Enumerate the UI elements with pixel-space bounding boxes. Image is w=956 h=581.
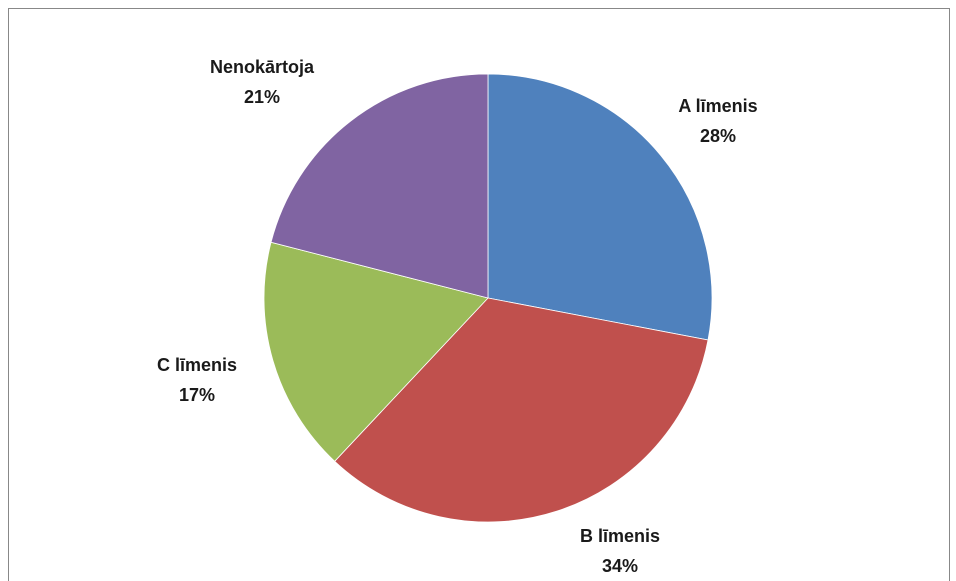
slice-value-label: 34% bbox=[602, 556, 638, 576]
slice-label: Nenokārtoja bbox=[210, 57, 315, 77]
pie-slice bbox=[263, 241, 489, 462]
pie-slice bbox=[487, 73, 713, 341]
slice-label: A līmenis bbox=[678, 96, 757, 116]
slice-value-label: 17% bbox=[179, 385, 215, 405]
chart-frame bbox=[8, 8, 950, 581]
pie-slice bbox=[334, 297, 709, 523]
slice-label: B līmenis bbox=[580, 526, 660, 546]
pie bbox=[263, 73, 713, 523]
pie-slice bbox=[270, 73, 489, 299]
slice-label: C līmenis bbox=[157, 355, 237, 375]
slice-value-label: 21% bbox=[244, 87, 280, 107]
slice-value-label: 28% bbox=[700, 126, 736, 146]
